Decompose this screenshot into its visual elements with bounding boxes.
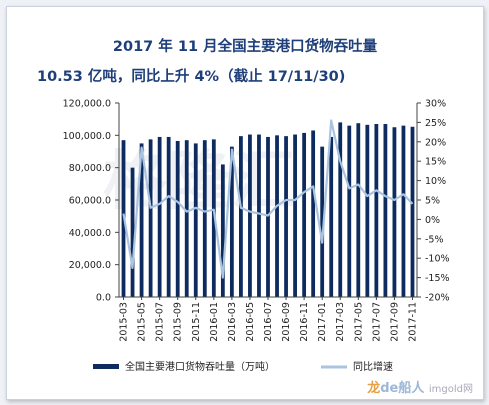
brand-credit: 龙de船人 imgold网 — [367, 377, 473, 396]
right-tick-label: 0% — [425, 215, 440, 226]
bar-2017-08 — [383, 124, 388, 298]
right-tick-label: 30% — [425, 99, 446, 110]
left-tick-label: 60,000.0 — [69, 196, 111, 207]
left-tick-label: 120,000.0 — [63, 99, 111, 110]
bar-2017-11 — [410, 126, 415, 297]
bar-2015-08 — [166, 136, 171, 297]
x-tick-label: 2016-09 — [281, 302, 292, 342]
bar-2015-04 — [130, 167, 135, 297]
credit-mid: de — [380, 381, 399, 396]
x-tick-label: 2017-09 — [389, 302, 400, 342]
left-tick-label: 100,000.0 — [63, 131, 111, 142]
x-tick-label: 2017-07 — [371, 302, 382, 342]
x-tick-label: 2016-05 — [245, 302, 256, 342]
left-tick-label: 40,000.0 — [69, 228, 111, 239]
bar-2015-06 — [148, 139, 153, 297]
right-tick-label: -10% — [425, 254, 450, 265]
bar-2016-02 — [220, 164, 225, 297]
right-tick-label: 10% — [425, 176, 446, 187]
right-tick-label: -15% — [425, 273, 450, 284]
x-tick-label: 2016-03 — [227, 302, 238, 342]
x-tick-label: 2017-03 — [335, 302, 346, 342]
bar-2016-09 — [284, 136, 288, 297]
bar-2017-04 — [347, 125, 352, 297]
bar-2016-06 — [257, 134, 261, 297]
credit-suffix: 船人 — [398, 381, 425, 396]
bar-2016-10 — [293, 134, 297, 297]
x-tick-label: 2016-11 — [299, 302, 310, 342]
bar-2017-05 — [356, 123, 361, 297]
line-series — [122, 119, 414, 279]
left-tick-label: 80,000.0 — [69, 163, 111, 174]
bar-2017-10 — [401, 125, 406, 297]
x-tick-label: 2015-09 — [173, 302, 184, 342]
bar-2016-07 — [266, 136, 270, 297]
chart-title-line2: 10.53 亿吨，同比上升 4%（截止 17/11/30) — [37, 69, 346, 85]
credit-prefix: 龙 — [367, 381, 381, 396]
legend-line-label: 同比增速 — [353, 360, 393, 373]
bar-2016-04 — [239, 136, 243, 297]
growth-line — [122, 119, 414, 279]
legend-bar-label: 全国主要港口货物吞吐量（万吨） — [125, 360, 275, 373]
right-tick-label: -20% — [425, 293, 450, 304]
bar-2015-11 — [193, 143, 198, 297]
bar-2017-09 — [392, 127, 397, 297]
x-tick-label: 2017-11 — [407, 302, 418, 342]
x-tick-label: 2015-05 — [137, 302, 148, 342]
x-tick-label: 2015-07 — [155, 302, 166, 342]
bar-2016-12 — [311, 130, 316, 297]
legend: 全国主要港口货物吞吐量（万吨） 同比增速 — [93, 360, 393, 373]
x-tick-label: 2017-01 — [317, 302, 328, 342]
watermark: 格隆汇 — [103, 145, 295, 219]
chart-title-line1: 2017 年 11 月全国主要港口货物吞吐量 — [112, 39, 378, 55]
x-tick-label: 2016-01 — [209, 302, 220, 342]
right-axis-ticks: -20% -15% -10% -5% 0% 5% 10% 15% 20% 25% 30% — [417, 99, 450, 304]
bar-2016-05 — [248, 134, 252, 297]
chart-svg: 格隆汇 0.0 20,000.0 40,000.0 60,000.0 80,000.0 1… — [63, 99, 450, 374]
bar-2017-03 — [338, 122, 343, 298]
left-axis-ticks: 0.0 20,000.0 40,000.0 60,000.0 80,000.0 100,0… — [63, 99, 119, 304]
x-tick-label: 2015-11 — [191, 302, 202, 342]
chart-card: 2017 年 11 月全国主要港口货物吞吐量 10.53 亿吨，同比上升 4%（… — [6, 6, 484, 400]
right-tick-label: 20% — [425, 137, 446, 148]
left-tick-label: 0.0 — [96, 293, 111, 304]
right-tick-label: 5% — [425, 196, 440, 207]
right-tick-label: 25% — [425, 118, 446, 129]
bar-2016-03 — [229, 146, 234, 297]
right-tick-label: 15% — [425, 157, 446, 168]
bar-2015-07 — [157, 136, 162, 297]
bar-2015-05 — [139, 143, 144, 297]
right-tick-label: -5% — [425, 234, 444, 245]
x-axis-ticks: 2015-03 2015-05 2015-07 2015-09 2015-11 2016-… — [119, 297, 418, 342]
bar-2017-01 — [320, 146, 325, 297]
bar-2016-11 — [302, 132, 307, 297]
left-tick-label: 20,000.0 — [69, 260, 111, 271]
bar-2017-06 — [365, 124, 370, 297]
x-tick-label: 2017-05 — [353, 302, 364, 342]
legend-bar-swatch — [93, 364, 119, 369]
credit-site: imgold网 — [428, 384, 473, 395]
bar-2017-02 — [329, 136, 334, 297]
bar-2015-10 — [184, 140, 189, 297]
x-tick-label: 2015-03 — [119, 302, 130, 342]
bar-2017-07 — [374, 124, 379, 298]
bar-2015-12 — [202, 140, 207, 297]
bar-2016-08 — [275, 135, 279, 297]
bar-2015-09 — [175, 140, 180, 297]
x-tick-label: 2016-07 — [263, 302, 274, 342]
